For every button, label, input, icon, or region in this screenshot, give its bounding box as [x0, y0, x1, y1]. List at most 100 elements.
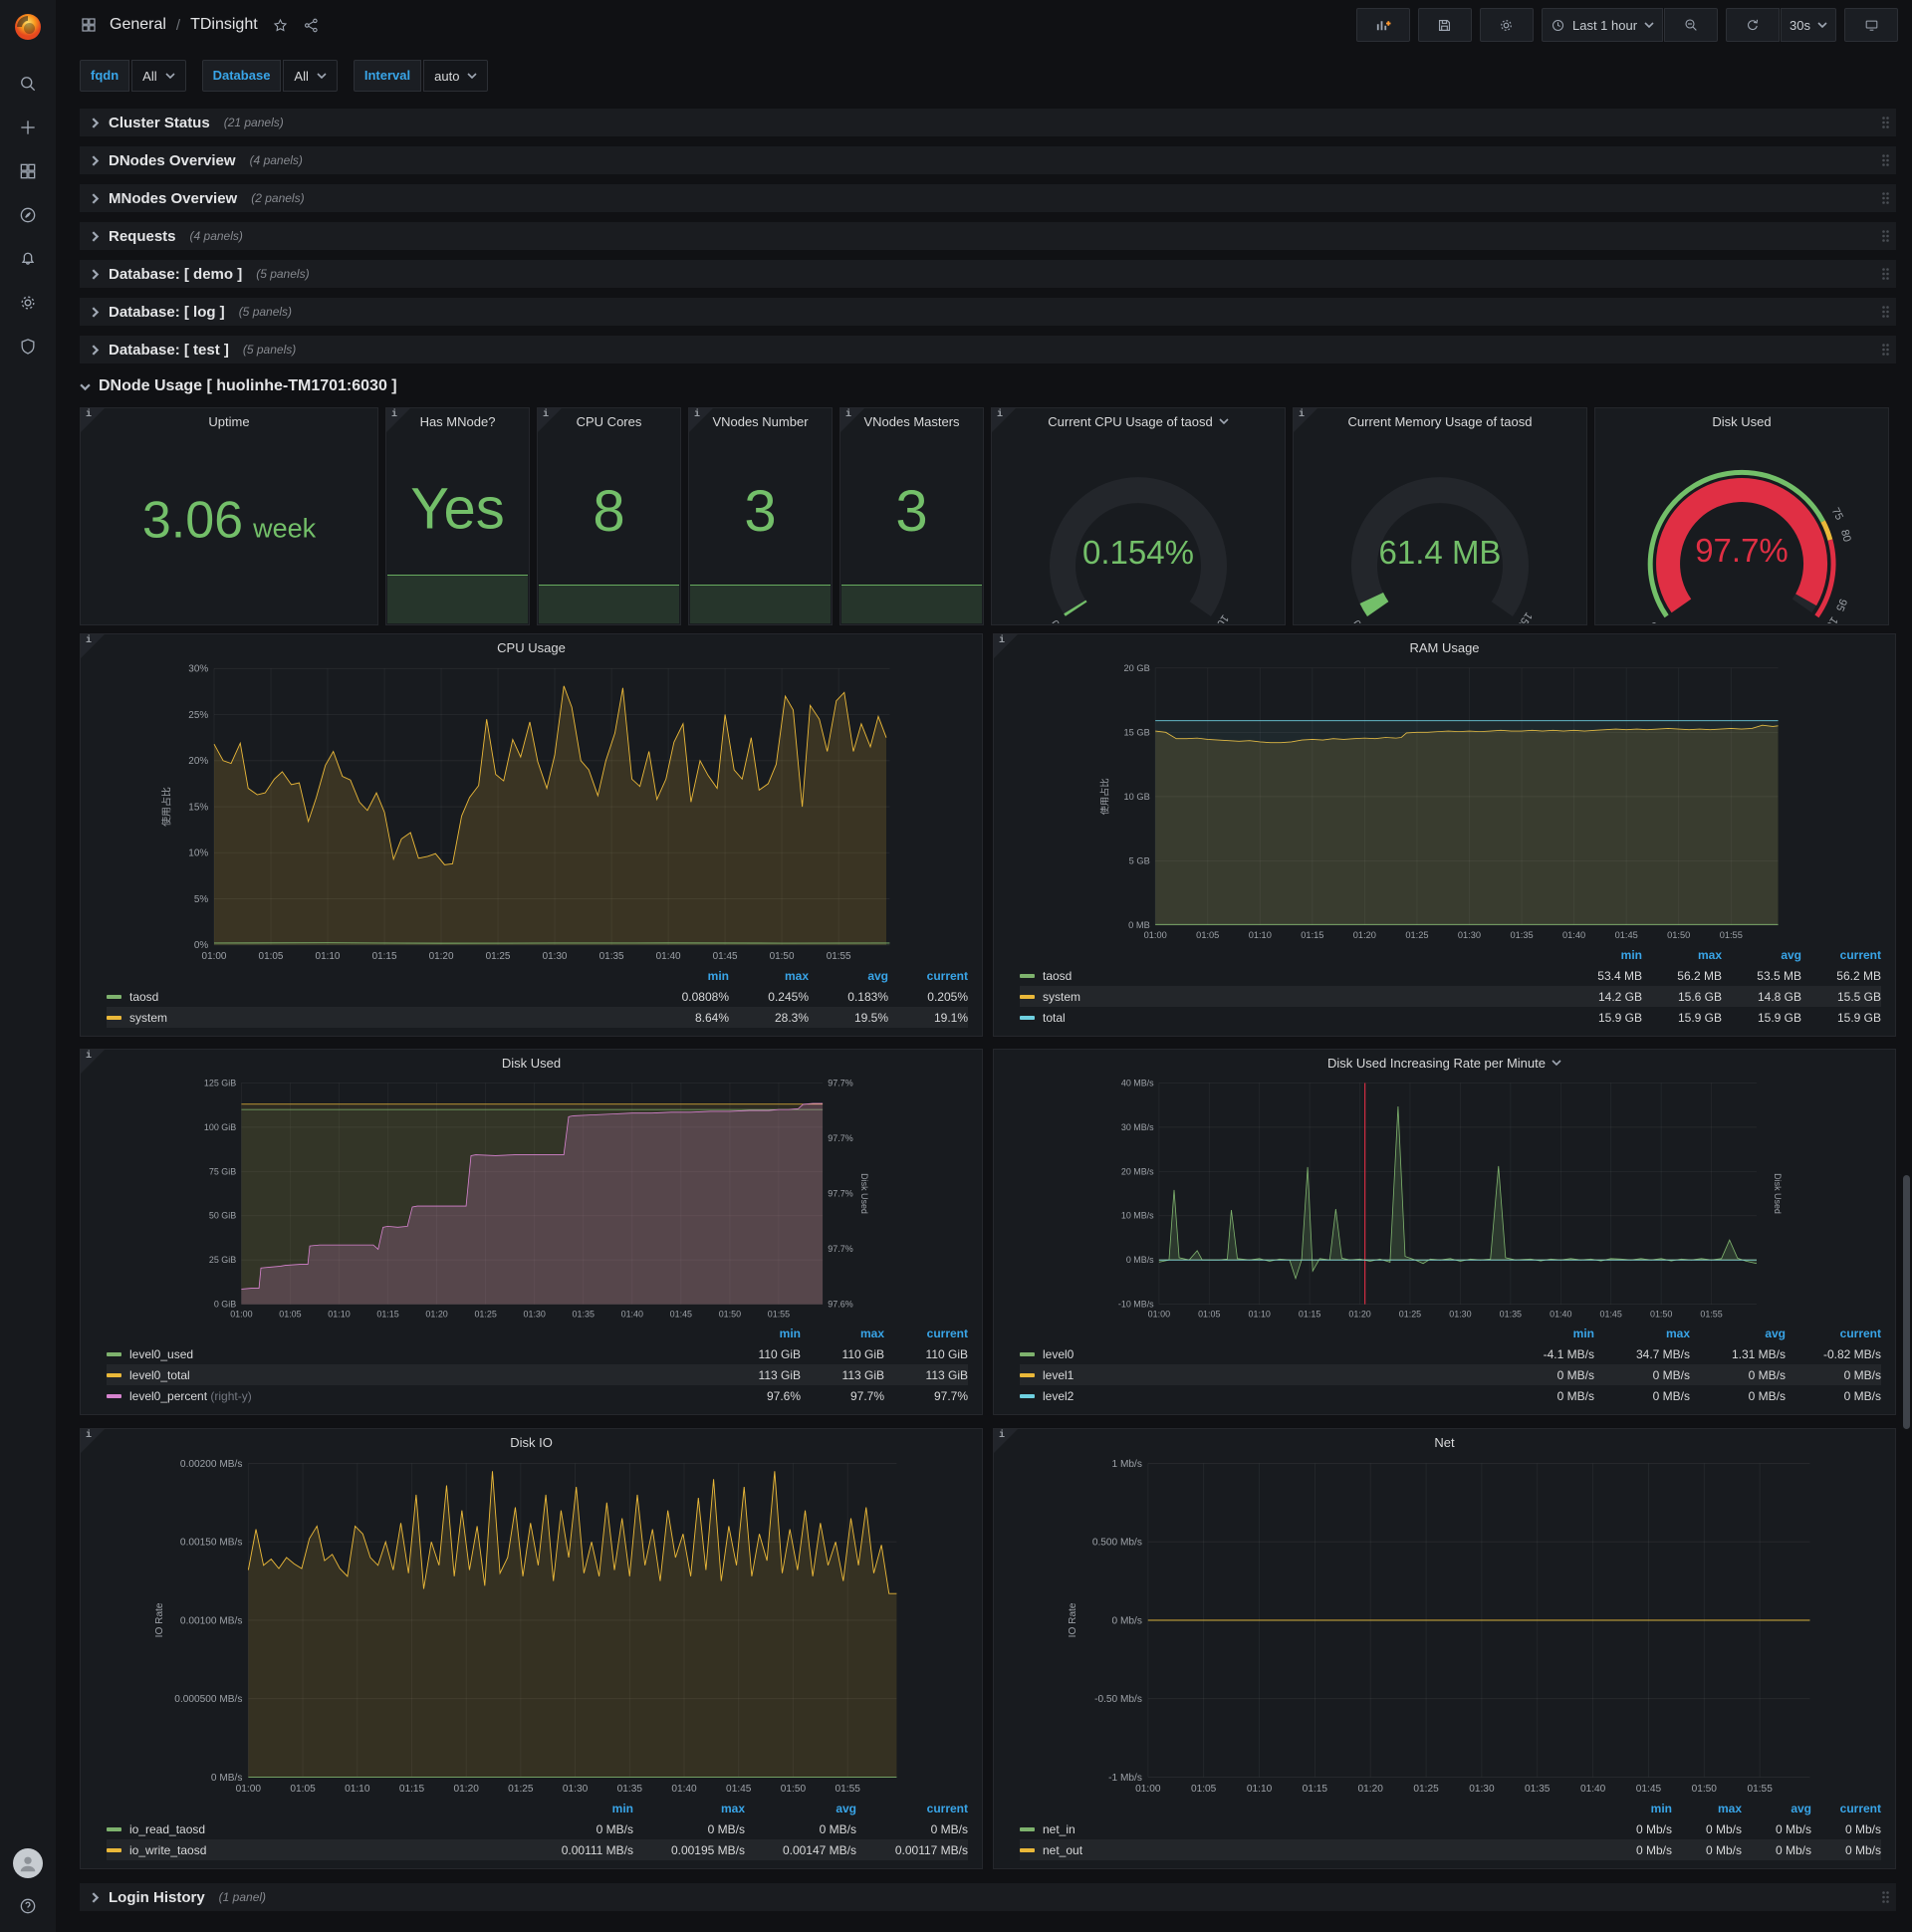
time-range-picker[interactable]: Last 1 hour	[1541, 8, 1664, 42]
row-requests[interactable]: Requests (4 panels)	[80, 222, 1896, 250]
disk-used-chart[interactable]: 0 GiB 25 GiB 50 GiB 75 GiB 100 GiB 125 GiB 97.…	[81, 1076, 982, 1321]
cycle-view-mode-button[interactable]	[1844, 8, 1898, 42]
refresh-interval-picker[interactable]: 30s	[1781, 8, 1836, 42]
panel-title[interactable]: VNodes Number	[712, 413, 809, 429]
legend-col-max[interactable]: max	[784, 968, 809, 983]
info-icon[interactable]: i	[81, 634, 105, 658]
dashboard-settings-button[interactable]	[1479, 8, 1534, 42]
breadcrumb-title[interactable]: TDinsight	[190, 16, 258, 33]
legend-col-max[interactable]: max	[1665, 1326, 1690, 1340]
legend-series-name[interactable]: total	[1020, 1007, 1562, 1028]
panel-title[interactable]: Has MNode?	[419, 413, 496, 429]
refresh-button[interactable]	[1726, 8, 1781, 42]
search-icon[interactable]	[0, 62, 56, 106]
variable-database-value[interactable]: All	[283, 60, 338, 92]
legend-col-current[interactable]: current	[1839, 1801, 1881, 1815]
legend-series-name[interactable]: system	[1020, 986, 1562, 1007]
net-chart[interactable]: -1 Mb/s -0.50 Mb/s 0 Mb/s 0.500 Mb/s 1 Mb/s 0…	[994, 1455, 1895, 1796]
legend-series-name[interactable]: level0_percent (right-y)	[107, 1385, 717, 1406]
info-icon[interactable]: i	[538, 408, 562, 432]
star-icon[interactable]	[272, 17, 289, 34]
legend-col-avg[interactable]: avg	[1791, 1801, 1811, 1815]
row-database-log[interactable]: Database: [ log ] (5 panels)	[80, 298, 1896, 326]
legend-series-name[interactable]: level1	[1020, 1364, 1499, 1385]
legend-series-name[interactable]: level0_used	[107, 1343, 717, 1364]
info-icon[interactable]: i	[840, 408, 864, 432]
info-icon[interactable]: i	[81, 408, 105, 432]
legend-series-name[interactable]: level0_total	[107, 1364, 717, 1385]
legend-col-min[interactable]: min	[1572, 1326, 1594, 1340]
legend-col-max[interactable]: max	[720, 1801, 745, 1815]
info-icon[interactable]: i	[81, 1429, 105, 1453]
legend-col-current[interactable]: current	[1839, 1326, 1881, 1340]
drag-handle[interactable]	[1881, 116, 1890, 129]
drag-handle[interactable]	[1881, 267, 1890, 281]
panel-title[interactable]: Uptime	[208, 413, 250, 429]
row-cluster-status[interactable]: Cluster Status (21 panels)	[80, 109, 1896, 136]
info-icon[interactable]: i	[992, 408, 1016, 432]
info-icon[interactable]: i	[1294, 408, 1317, 432]
legend-series-name[interactable]: taosd	[107, 986, 649, 1007]
row-dnode-usage[interactable]: DNode Usage [ huolinhe-TM1701:6030 ]	[80, 373, 1896, 399]
legend-col-current[interactable]: current	[926, 968, 968, 983]
panel-title[interactable]: VNodes Masters	[863, 413, 960, 429]
panel-title[interactable]: Disk IO	[510, 1434, 553, 1450]
legend-col-min[interactable]: min	[707, 968, 729, 983]
legend-col-current[interactable]: current	[926, 1326, 968, 1340]
panel-title[interactable]: CPU Usage	[497, 639, 566, 655]
legend-series-name[interactable]: level2	[1020, 1385, 1499, 1406]
legend-series-name[interactable]: system	[107, 1007, 649, 1028]
scrollbar-thumb[interactable]	[1903, 1175, 1910, 1429]
user-avatar[interactable]	[13, 1848, 43, 1878]
legend-col-max[interactable]: max	[1697, 947, 1722, 962]
cpu-usage-chart[interactable]: 0% 5% 10% 15% 20% 25% 30% 01:00 01:05 01:10 01:15 0…	[81, 660, 982, 963]
info-icon[interactable]: i	[386, 408, 410, 432]
alerting-bell-icon[interactable]	[0, 237, 56, 281]
legend-series-name[interactable]: io_write_taosd	[107, 1839, 522, 1860]
variable-interval-value[interactable]: auto	[423, 60, 489, 92]
legend-col-current[interactable]: current	[1839, 947, 1881, 962]
drag-handle[interactable]	[1881, 153, 1890, 167]
legend-series-name[interactable]: level0	[1020, 1343, 1499, 1364]
info-icon[interactable]: i	[994, 634, 1018, 658]
legend-col-avg[interactable]: avg	[867, 968, 888, 983]
ram-usage-chart[interactable]: 0 MB 5 GB 10 GB 15 GB 20 GB 01:00 01:05 01:10 01…	[994, 660, 1895, 942]
legend-col-min[interactable]: min	[1620, 947, 1642, 962]
explore-compass-icon[interactable]	[0, 193, 56, 237]
drag-handle[interactable]	[1881, 305, 1890, 319]
dashboards-icon[interactable]	[0, 149, 56, 193]
legend-col-max[interactable]: max	[859, 1326, 884, 1340]
drag-handle[interactable]	[1881, 229, 1890, 243]
legend-col-min[interactable]: min	[1650, 1801, 1672, 1815]
share-icon[interactable]	[303, 17, 320, 34]
info-icon[interactable]: i	[81, 1050, 105, 1074]
drag-handle[interactable]	[1881, 343, 1890, 357]
row-database-demo[interactable]: Database: [ demo ] (5 panels)	[80, 260, 1896, 288]
info-icon[interactable]: i	[689, 408, 713, 432]
legend-col-min[interactable]: min	[611, 1801, 633, 1815]
legend-series-name[interactable]: net_out	[1020, 1839, 1602, 1860]
row-dnodes-overview[interactable]: DNodes Overview (4 panels)	[80, 146, 1896, 174]
zoom-out-time-button[interactable]	[1664, 8, 1719, 42]
disk-io-chart[interactable]: 0 MB/s 0.000500 MB/s 0.00100 MB/s 0.00150 M…	[81, 1455, 982, 1796]
panel-title[interactable]: Net	[1434, 1434, 1455, 1450]
panel-title[interactable]: Current Memory Usage of taosd	[1347, 413, 1533, 429]
grafana-logo[interactable]	[11, 10, 45, 44]
create-plus-icon[interactable]	[0, 106, 56, 149]
legend-series-name[interactable]: io_read_taosd	[107, 1818, 522, 1839]
help-icon[interactable]	[0, 1888, 56, 1924]
drag-handle[interactable]	[1881, 191, 1890, 205]
panel-title[interactable]: Disk Used	[501, 1055, 562, 1071]
legend-col-avg[interactable]: avg	[1781, 947, 1801, 962]
row-mnodes-overview[interactable]: MNodes Overview (2 panels)	[80, 184, 1896, 212]
info-icon[interactable]: i	[994, 1429, 1018, 1453]
legend-series-name[interactable]: net_in	[1020, 1818, 1602, 1839]
disk-rate-chart[interactable]: -10 MB/s 0 MB/s 10 MB/s 20 MB/s 30 MB/s 40 MB…	[994, 1076, 1895, 1321]
panel-title[interactable]: Disk Used Increasing Rate per Minute	[994, 1050, 1895, 1076]
row-login-history[interactable]: Login History (1 panel)	[80, 1883, 1896, 1911]
legend-col-current[interactable]: current	[926, 1801, 968, 1815]
legend-col-max[interactable]: max	[1717, 1801, 1742, 1815]
breadcrumb-section[interactable]: General	[110, 16, 166, 33]
legend-col-min[interactable]: min	[779, 1326, 801, 1340]
server-admin-shield-icon[interactable]	[0, 325, 56, 368]
